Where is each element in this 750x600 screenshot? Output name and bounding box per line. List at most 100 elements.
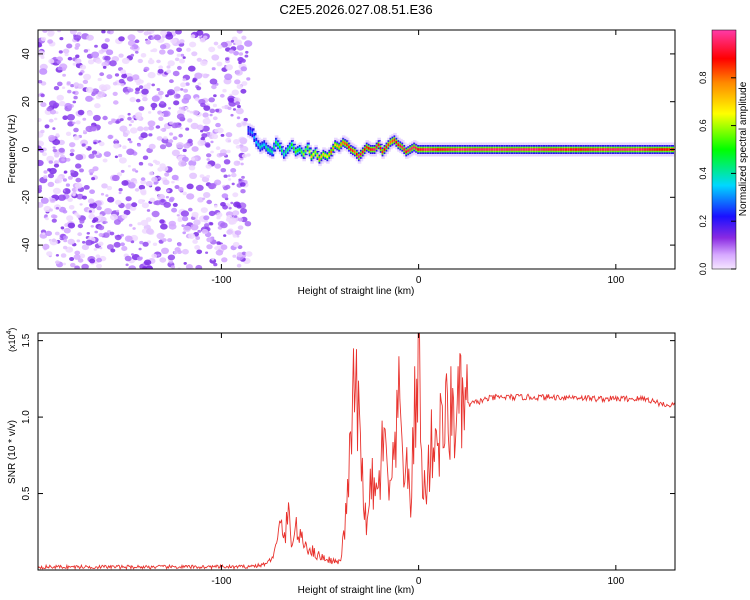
ridge-core	[259, 145, 263, 149]
noise-blob	[194, 72, 203, 79]
noise-blob	[137, 30, 144, 34]
noise-blob	[211, 84, 217, 90]
noise-blob	[102, 158, 108, 163]
ridge-core	[379, 147, 383, 150]
noise-blob	[137, 199, 145, 204]
noise-blob	[180, 88, 184, 91]
ridge-core	[653, 148, 657, 151]
noise-blob	[145, 265, 153, 269]
noise-blob	[161, 247, 169, 254]
noise-blob	[81, 263, 89, 269]
noise-blob	[215, 122, 221, 128]
noise-blob	[238, 61, 242, 65]
noise-blob	[142, 241, 149, 247]
noise-blob	[78, 72, 83, 76]
snr-multiplier-exp: 4	[6, 330, 13, 334]
noise-blob	[107, 134, 114, 140]
noise-blob	[237, 225, 244, 230]
ridge-core	[434, 148, 438, 151]
noise-blob	[66, 43, 73, 49]
noise-blob	[138, 106, 145, 111]
noise-blob	[179, 58, 185, 64]
noise-blob	[51, 218, 57, 223]
noise-blob	[52, 187, 61, 195]
noise-blob	[197, 229, 202, 233]
noise-blob	[82, 117, 87, 121]
noise-blob	[143, 126, 149, 131]
noise-blob	[107, 120, 113, 125]
ridge-core	[634, 148, 638, 151]
noise-blob	[245, 50, 249, 54]
noise-blob	[223, 234, 227, 237]
noise-blob	[70, 84, 75, 88]
noise-blob	[201, 228, 209, 235]
noise-blob	[185, 264, 193, 269]
noise-blob	[202, 118, 211, 125]
noise-blob	[153, 200, 159, 205]
noise-blob	[181, 224, 185, 228]
noise-blob	[82, 195, 87, 200]
ridge-core	[456, 148, 460, 151]
noise-blob	[202, 112, 209, 118]
x-tick-label: 0	[416, 275, 422, 286]
ridge-core	[375, 145, 379, 149]
noise-blob	[120, 233, 124, 237]
noise-blob	[171, 174, 179, 181]
y-tick-label: 40	[21, 48, 32, 60]
ridge-core	[436, 148, 440, 151]
noise-blob	[125, 196, 132, 202]
noise-blob	[196, 86, 202, 91]
noise-blob	[236, 104, 241, 109]
noise-blob	[135, 50, 139, 54]
noise-blob	[106, 49, 114, 56]
ridge-core	[656, 148, 660, 151]
ridge-core	[285, 150, 288, 154]
ridge-core	[641, 148, 645, 151]
noise-blob	[173, 250, 178, 255]
noise-blob	[119, 118, 124, 122]
noise-blob	[135, 115, 142, 121]
noise-blob	[127, 182, 136, 189]
noise-blob	[104, 55, 111, 61]
noise-blob	[62, 86, 66, 89]
ridge-core	[449, 148, 453, 151]
noise-blob	[57, 194, 66, 201]
ridge-core	[389, 141, 393, 144]
noise-blob	[191, 211, 199, 218]
ridge-core	[346, 143, 350, 146]
noise-blob	[176, 214, 180, 217]
noise-blob	[211, 67, 216, 71]
noise-blob	[206, 153, 212, 158]
noise-blob	[38, 202, 44, 208]
noise-blob	[38, 42, 42, 48]
colorbar: 0.0 0.2 0.4 0.6 0.8 Normalized spectral ampl…	[698, 29, 749, 275]
noise-blob	[150, 49, 154, 53]
noise-blob	[211, 54, 220, 61]
noise-blob	[118, 191, 122, 195]
noise-blob	[216, 245, 220, 248]
noise-blob	[55, 254, 60, 257]
noise-blob	[183, 262, 187, 265]
ridge-core	[387, 143, 391, 146]
ridge-core	[255, 141, 259, 144]
ridge-core	[439, 148, 443, 151]
ridge-core	[533, 148, 536, 151]
noise-blob	[205, 116, 210, 120]
noise-blob	[49, 197, 56, 203]
ridge-core	[269, 149, 273, 152]
noise-blob	[175, 93, 181, 98]
noise-blob	[236, 44, 245, 51]
noise-blob	[143, 259, 152, 266]
noise-blob	[138, 79, 144, 84]
noise-blob	[63, 227, 71, 234]
ridge-core	[273, 145, 277, 149]
noise-blob	[40, 197, 49, 204]
noise-blob	[38, 140, 44, 147]
y-tick-label: -40	[21, 237, 32, 252]
y-tick-label: 0.5	[21, 486, 32, 500]
ridge-core	[461, 148, 465, 151]
noise-blob	[118, 36, 125, 42]
noise-blob	[182, 231, 186, 235]
noise-blob	[61, 158, 65, 162]
noise-blob	[109, 60, 117, 67]
